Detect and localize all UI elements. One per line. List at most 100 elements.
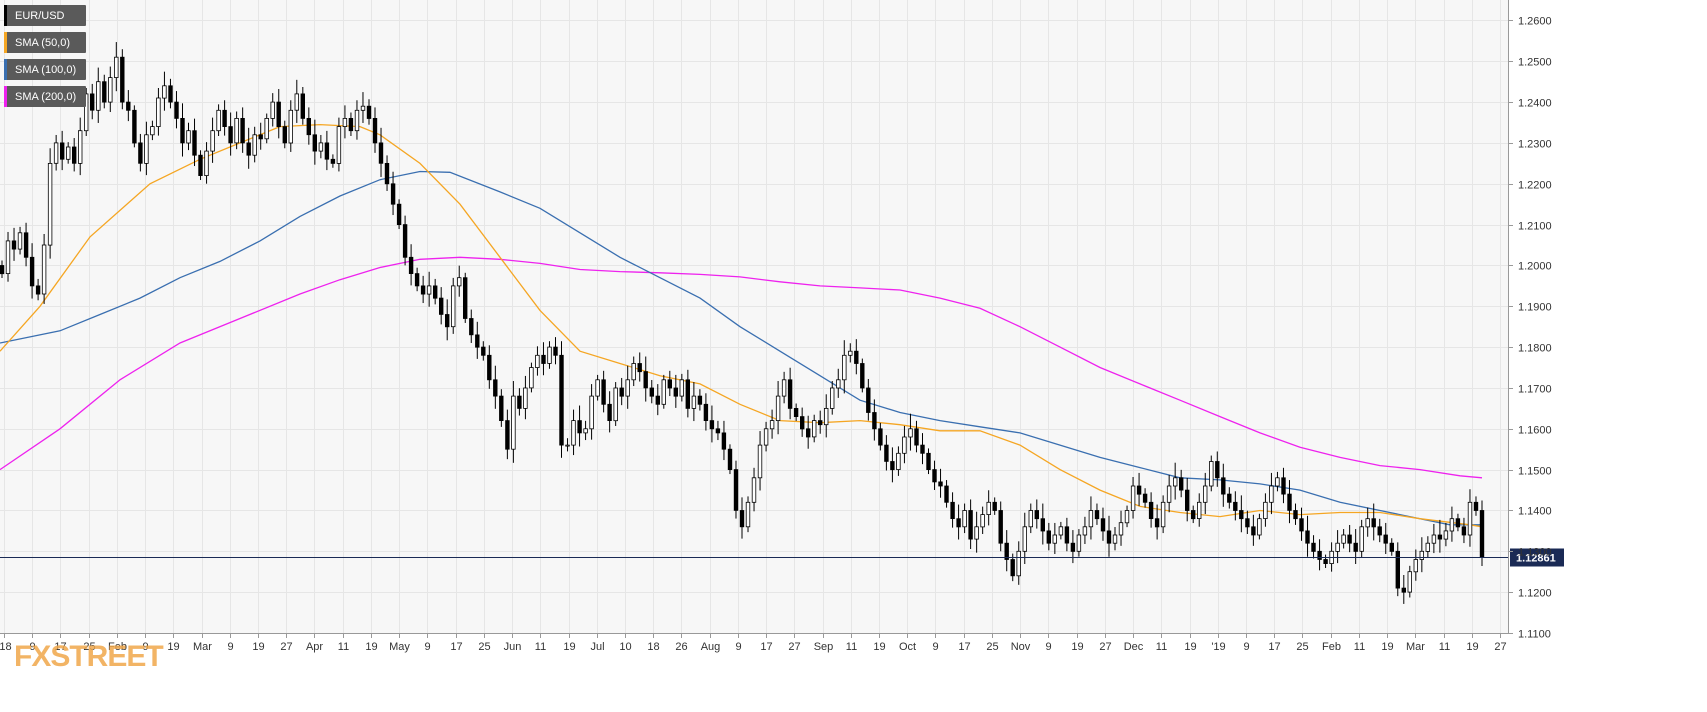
candle-body: [890, 461, 895, 471]
y-tick-label: 1.2600: [1518, 16, 1552, 28]
candle: [252, 126, 257, 163]
x-tick-label: 17: [1268, 641, 1280, 653]
x-tick-label: 10: [619, 641, 631, 653]
candle: [180, 103, 185, 157]
candle-body: [806, 428, 811, 438]
candle-body: [1233, 501, 1238, 511]
candle: [1353, 529, 1358, 565]
candle: [812, 414, 817, 443]
candle: [535, 346, 540, 376]
candle-body: [1076, 534, 1082, 552]
candle-body: [1251, 526, 1256, 536]
candle-body: [23, 232, 29, 258]
candle-body: [824, 407, 829, 426]
candle: [84, 88, 89, 137]
candle: [763, 421, 769, 452]
candle-body: [860, 363, 865, 389]
legend-swatch-sma50: [4, 32, 7, 53]
legend-item-sma100[interactable]: SMA (100,0): [4, 59, 86, 80]
candle: [198, 150, 203, 181]
candle-body: [655, 395, 660, 405]
plot-area: [0, 0, 1508, 633]
candle-body: [980, 514, 985, 528]
candle-body: [192, 130, 197, 156]
candle-body: [872, 412, 877, 430]
candle: [1437, 519, 1443, 553]
candle: [276, 89, 281, 139]
candle: [360, 92, 366, 123]
candle-body: [1118, 522, 1124, 536]
legend-swatch-sma200: [4, 86, 7, 107]
legend-swatch-sma100: [4, 59, 7, 80]
candle-body: [174, 101, 179, 119]
x-tick-label: 9: [932, 641, 938, 653]
candle-body: [908, 428, 913, 438]
candle-body: [637, 363, 642, 373]
candle-body: [812, 420, 817, 438]
candle-body: [697, 395, 703, 405]
candle: [1046, 522, 1051, 551]
candle-body: [1239, 510, 1244, 520]
candle-body: [1401, 587, 1406, 593]
current-price-label: 1.12861: [1516, 553, 1556, 565]
candle-body: [1461, 526, 1467, 536]
candle-body: [613, 387, 618, 422]
candle-body: [144, 134, 149, 164]
candle-body: [866, 387, 871, 413]
candle: [5, 231, 11, 282]
candle: [601, 370, 606, 413]
candle: [896, 446, 901, 476]
candle: [126, 90, 131, 122]
candle: [1317, 539, 1322, 571]
candle-body: [11, 240, 17, 250]
candle-body: [1040, 518, 1045, 532]
x-tick-label: 17: [760, 641, 772, 653]
candle: [673, 374, 678, 408]
candle: [318, 134, 324, 159]
candle-body: [1473, 501, 1479, 511]
candle-body: [402, 224, 408, 258]
candle-body: [661, 379, 666, 405]
candle: [866, 378, 871, 421]
candle-body: [1034, 510, 1039, 520]
candle: [150, 120, 155, 141]
candle: [968, 499, 973, 549]
candle-body: [168, 85, 173, 103]
candle: [607, 391, 612, 433]
candle-body: [830, 387, 835, 409]
candle: [306, 107, 311, 145]
candle-body: [366, 105, 372, 119]
candle: [1082, 516, 1088, 544]
legend-item-eurusd[interactable]: EUR/USD: [4, 5, 86, 26]
candle: [830, 381, 835, 415]
candle: [721, 420, 727, 461]
candle: [1455, 513, 1461, 532]
x-tick-label: 19: [252, 641, 264, 653]
candle: [487, 345, 492, 389]
x-tick-label: 9: [735, 641, 741, 653]
candle: [210, 117, 215, 163]
candle: [186, 122, 191, 151]
candle: [1016, 541, 1021, 585]
candle-body: [1467, 501, 1473, 536]
candle: [1112, 527, 1118, 551]
candle-body: [763, 428, 769, 446]
legend-label-sma100: SMA (100,0): [15, 63, 77, 76]
candle-body: [1142, 493, 1148, 503]
candle-body: [691, 395, 697, 409]
candle: [860, 358, 865, 393]
candle-body: [1160, 501, 1166, 528]
x-tick-label: Oct: [899, 641, 916, 653]
candle-body: [553, 346, 558, 356]
candle: [1028, 503, 1033, 534]
legend-item-sma50[interactable]: SMA (50,0): [4, 32, 86, 53]
x-tick-label: 11: [1354, 641, 1365, 653]
candle: [523, 375, 528, 420]
axis-layer: 1.1100 1.1200 1.1300 1.1400 1.1500 1.1600 1.17…: [0, 0, 1552, 653]
x-tick-label: 26: [675, 641, 687, 653]
candle-body: [420, 285, 426, 295]
candle-body: [41, 244, 47, 295]
candle: [1413, 549, 1418, 581]
legend-item-sma200[interactable]: SMA (200,0): [4, 86, 86, 107]
